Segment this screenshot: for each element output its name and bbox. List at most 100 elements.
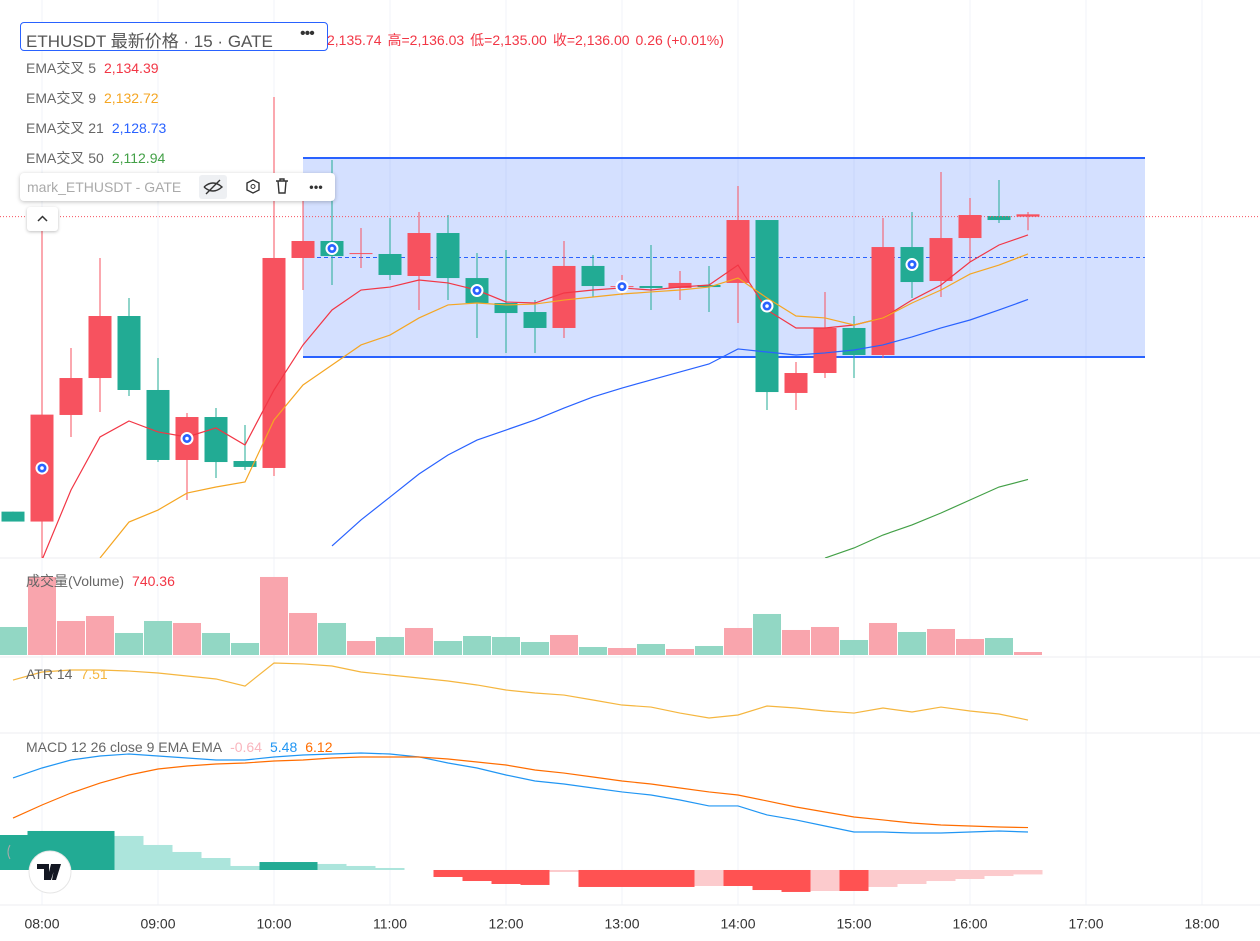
volume-bar: [637, 643, 665, 655]
volume-bar: [434, 640, 462, 655]
more-button[interactable]: •••: [309, 179, 323, 194]
legend-value: 740.36: [132, 573, 175, 589]
macd-histogram-bar: [259, 862, 289, 870]
legend-name: EMA交叉 5: [26, 60, 97, 76]
candle-body: [987, 216, 1011, 221]
tradingview-logo[interactable]: [28, 850, 72, 894]
ohlc-values: 2,135.74 高=2,136.03 低=2,135.00 收=2,136.00 0.…: [327, 30, 730, 50]
event-marker-dot: [40, 466, 44, 470]
candle-body: [639, 286, 663, 288]
volume-bar: [579, 646, 607, 655]
macd-histogram-bar: [955, 869, 985, 880]
x-tick-label: 18:00: [1184, 916, 1219, 932]
volume-bar: [231, 642, 259, 655]
candle-body: [929, 238, 953, 282]
macd-histogram-bar: [1013, 869, 1043, 875]
close-value: 收=2,136.00: [552, 32, 630, 48]
candle-body: [552, 265, 576, 328]
ema-line: [99, 253, 1029, 558]
volume-bar: [724, 627, 752, 655]
candle-body: [523, 312, 547, 328]
delete-button[interactable]: [276, 178, 288, 194]
x-tick-label: 15:00: [836, 916, 871, 932]
macd-histogram-bar: [636, 869, 666, 887]
collapse-icon: [37, 215, 48, 222]
legend-value: 7.51: [80, 666, 108, 682]
candle-body: [291, 240, 315, 258]
macd-histogram-bar: [694, 869, 724, 887]
event-marker-dot: [910, 262, 914, 267]
volume-bar: [405, 627, 433, 655]
time-axis: 08:00 09:00 10:00 11:00 12:00 13:00 14:00 15:00…: [24, 916, 1219, 932]
volume-bar: [1014, 652, 1042, 655]
x-tick-label: 13:00: [604, 916, 639, 932]
collapse-button[interactable]: [27, 207, 58, 231]
candle-body: [697, 285, 721, 288]
macd-histogram-bar: [317, 863, 347, 870]
volume-bar: [115, 632, 143, 655]
candle-body: [88, 316, 112, 379]
volume-bar: [0, 626, 27, 655]
candle-body: [813, 327, 837, 374]
macd-histogram-bar: [897, 869, 927, 884]
atr-line: [12, 662, 1029, 721]
macd-histogram-bar: [810, 869, 840, 891]
legend-value: -0.64: [230, 739, 262, 755]
volume-bar: [492, 636, 520, 655]
macd-histogram-bar: [984, 869, 1014, 877]
volume-bar: [869, 622, 897, 655]
macd-histogram-bar: [607, 869, 637, 887]
legend-value: 6.12: [305, 739, 333, 755]
volume-bar: [898, 631, 926, 655]
candle-body: [958, 215, 982, 239]
event-marker-dot: [475, 288, 479, 293]
price-pane: [0, 97, 1260, 558]
atr-pane: [12, 662, 1029, 721]
x-tick-label: 10:00: [256, 916, 291, 932]
volume-bar: [173, 622, 201, 655]
legend-row: 成交量(Volume) 740.36: [26, 571, 175, 591]
legend-row: EMA交叉 50 2,112.94: [26, 148, 165, 168]
drawing-label[interactable]: mark_ETHUSDT - GATE: [27, 179, 182, 195]
x-tick-label: 17:00: [1068, 916, 1103, 932]
x-tick-label: 12:00: [488, 916, 523, 932]
volume-bar: [86, 615, 114, 655]
legend-name: 成交量(Volume): [26, 573, 125, 589]
macd-histogram-bar: [549, 869, 579, 873]
ema-line: [824, 478, 1029, 558]
legend-value: 2,128.73: [111, 120, 167, 136]
legend-row: EMA交叉 9 2,132.72: [26, 88, 159, 108]
event-marker-dot: [765, 304, 769, 308]
symbol-box[interactable]: [20, 22, 328, 51]
symbol-title[interactable]: ETHUSDT 最新价格 · 15 · GATE: [26, 32, 273, 51]
macd-histogram-bar: [781, 869, 811, 892]
volume-bar: [811, 626, 839, 655]
macd-histogram-bar: [723, 869, 753, 887]
volume-bar: [202, 632, 230, 655]
more-button[interactable]: •••: [300, 25, 315, 42]
grid: [0, 0, 1260, 906]
candle-body: [407, 233, 431, 276]
legend-name: EMA交叉 9: [26, 90, 97, 106]
candle-body: [378, 253, 402, 275]
side-handle[interactable]: [7, 844, 11, 860]
legend-name: EMA交叉 21: [26, 120, 104, 136]
macd-histogram-bar: [578, 869, 608, 887]
macd-histogram-bar: [0, 834, 28, 870]
legend-name: MACD 12 26 close 9 EMA EMA: [26, 739, 223, 755]
volume-bar: [318, 622, 346, 655]
macd-histogram-bar: [433, 869, 463, 877]
candle-body: [784, 373, 808, 393]
volume-bar: [521, 641, 549, 655]
legend-value: 2,132.72: [104, 90, 159, 106]
x-tick-label: 11:00: [373, 916, 407, 932]
settings-button[interactable]: [246, 179, 260, 194]
macd-histogram-bar: [230, 865, 260, 870]
legend-name: ATR 14: [26, 666, 73, 682]
change-value: 0.26 (+0.01%): [635, 32, 724, 48]
candle-body: [436, 233, 460, 279]
macd-pane: [0, 752, 1043, 892]
legend-row: ATR 14 7.51: [26, 666, 108, 682]
volume-bar: [463, 635, 491, 655]
